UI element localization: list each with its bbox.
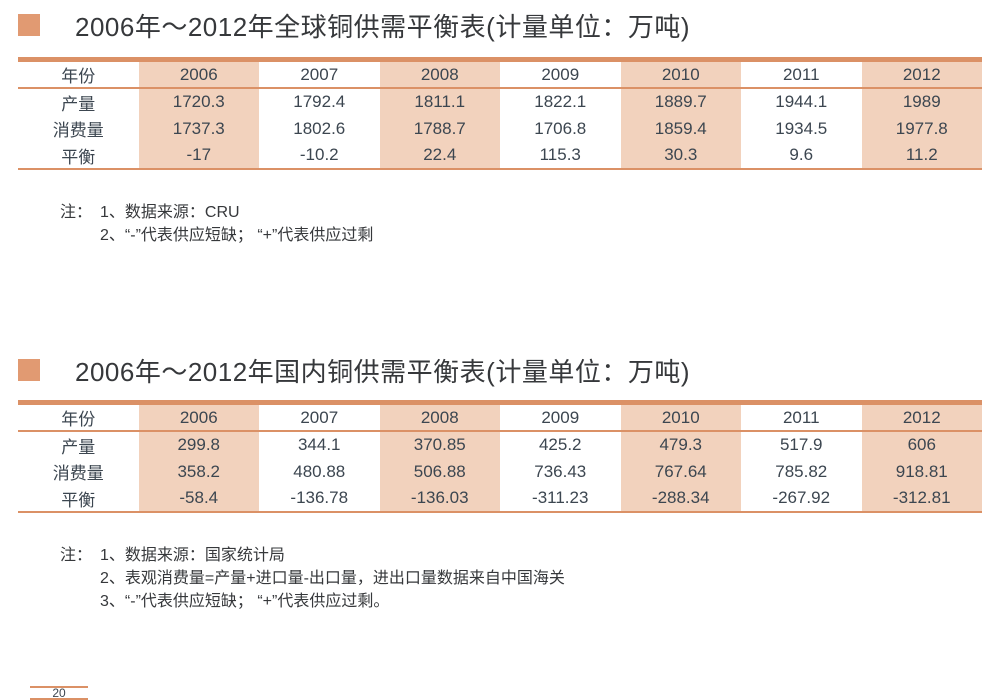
value-cell: -288.34 <box>620 485 741 512</box>
notes-list: 1、数据来源：CRU 2、“-”代表供应短缺； “+”代表供应过剩 <box>100 201 373 247</box>
note-line: 2、“-”代表供应短缺； “+”代表供应过剩 <box>100 227 374 244</box>
value-cell: 115.3 <box>539 145 581 164</box>
note-line: 3、“-”代表供应短缺； “+”代表供应过剩。 <box>100 593 390 610</box>
value-cell: 736.43 <box>534 461 587 481</box>
note-line: 1、数据来源：国家统计局 <box>100 547 285 564</box>
year-header: 2009 <box>500 59 621 89</box>
fragment-text: 20 <box>52 686 66 700</box>
year-header: 2010 <box>620 59 741 89</box>
value-cell: 344.1 <box>297 435 341 454</box>
domestic-table-notes: 注： 1、数据来源：国家统计局 2、表观消费量=产量+进口量-出口量，进出口量数据… <box>60 544 565 613</box>
value-cell: 785.82 <box>775 461 828 481</box>
year-header: 2011 <box>741 59 862 89</box>
value-cell: -136.03 <box>379 485 500 512</box>
row-label: 消费量 <box>52 121 104 140</box>
table-header-row: 年份 2006 2007 2008 2009 2010 2011 2012 <box>18 402 982 432</box>
year-header: 2012 <box>861 59 982 89</box>
value-cell: 1977.8 <box>861 115 982 142</box>
value-cell: 1944.1 <box>775 92 828 111</box>
global-copper-balance-table: 年份 2006 2007 2008 2009 2010 2011 2012 产量 1720.3 1… <box>18 57 982 170</box>
value-cell: 1720.3 <box>138 88 259 115</box>
global-table-title-row: 2006年～2012年全球铜供需平衡表(计量单位：万吨) <box>18 6 690 44</box>
table-header: 年份 2006 2007 2008 2009 2010 2011 2012 <box>18 59 982 89</box>
year-header: 2007 <box>259 402 380 432</box>
value-cell: 1811.1 <box>379 88 500 115</box>
global-table-title: 2006年～2012年全球铜供需平衡表(计量单位：万吨) <box>75 11 690 42</box>
year-header: 2007 <box>259 59 380 89</box>
table-header-row: 年份 2006 2007 2008 2009 2010 2011 2012 <box>18 59 982 89</box>
table-row: 消费量 358.2 480.88 506.88 736.43 767.64 785.82 91… <box>18 458 982 485</box>
value-cell: 22.4 <box>379 142 500 169</box>
value-cell: -17 <box>138 142 259 169</box>
row-label: 平衡 <box>61 490 96 510</box>
value-cell: 1792.4 <box>293 92 346 111</box>
row-label: 平衡 <box>61 147 96 167</box>
value-cell: 425.2 <box>538 435 582 454</box>
value-cell: -58.4 <box>138 485 259 512</box>
value-cell: -312.81 <box>861 485 982 512</box>
value-cell: 30.3 <box>620 142 741 169</box>
note-line: 2、表观消费量=产量+进口量-出口量，进出口量数据来自中国海关 <box>100 570 565 587</box>
value-cell: 1989 <box>861 88 982 115</box>
domestic-table-title: 2006年～2012年国内铜供需平衡表(计量单位：万吨) <box>75 356 690 387</box>
table-row: 平衡 -17 -10.2 22.4 115.3 30.3 9.6 11.2 <box>18 142 982 169</box>
table-row: 产量 299.8 344.1 370.85 425.2 479.3 517.9 606 <box>18 431 982 458</box>
year-header: 2012 <box>861 402 982 432</box>
row-label-header: 年份 <box>18 402 139 432</box>
title-bullet-icon <box>18 14 40 36</box>
value-cell: 1737.3 <box>138 115 259 142</box>
table-row: 平衡 -58.4 -136.78 -136.03 -311.23 -288.34 -267.… <box>18 485 982 512</box>
title-bullet-icon <box>18 359 40 381</box>
year-header: 2006 <box>138 59 259 89</box>
value-cell: -10.2 <box>299 145 339 164</box>
year-header: 2011 <box>741 402 862 432</box>
domestic-table-title-row: 2006年～2012年国内铜供需平衡表(计量单位：万吨) <box>18 351 690 389</box>
value-cell: 1788.7 <box>379 115 500 142</box>
table-body: 产量 299.8 344.1 370.85 425.2 479.3 517.9 606 消费量 3… <box>18 431 982 512</box>
year-header: 2008 <box>379 402 500 432</box>
year-header: 2006 <box>138 402 259 432</box>
notes-prefix: 注： <box>60 204 93 221</box>
notes-prefix: 注： <box>60 547 93 564</box>
table-row: 消费量 1737.3 1802.6 1788.7 1706.8 1859.4 1934.5 1… <box>18 115 982 142</box>
value-cell: 299.8 <box>138 431 259 458</box>
table-header: 年份 2006 2007 2008 2009 2010 2011 2012 <box>18 402 982 432</box>
row-label-header: 年份 <box>18 59 139 89</box>
year-header: 2010 <box>620 402 741 432</box>
value-cell: 1889.7 <box>620 88 741 115</box>
value-cell: 480.88 <box>293 461 346 481</box>
global-table-notes: 注： 1、数据来源：CRU 2、“-”代表供应短缺； “+”代表供应过剩 <box>60 201 373 247</box>
note-line: 1、数据来源：CRU <box>100 204 240 221</box>
next-page-table-fragment: 20 <box>30 686 88 700</box>
table-row: 产量 1720.3 1792.4 1811.1 1822.1 1889.7 1944.1 19… <box>18 88 982 115</box>
value-cell: 506.88 <box>379 458 500 485</box>
value-cell: 370.85 <box>379 431 500 458</box>
table-body: 产量 1720.3 1792.4 1811.1 1822.1 1889.7 1944.1 19… <box>18 88 982 169</box>
value-cell: -311.23 <box>532 488 589 507</box>
domestic-copper-balance-table: 年份 2006 2007 2008 2009 2010 2011 2012 产量 299.8 34… <box>18 400 982 513</box>
value-cell: 1822.1 <box>534 92 587 111</box>
value-cell: 9.6 <box>789 145 814 164</box>
row-label: 产量 <box>61 94 96 114</box>
year-header: 2008 <box>379 59 500 89</box>
value-cell: 1802.6 <box>293 118 346 138</box>
value-cell: 479.3 <box>620 431 741 458</box>
year-header: 2009 <box>500 402 621 432</box>
value-cell: 1934.5 <box>775 118 828 138</box>
value-cell: 918.81 <box>861 458 982 485</box>
value-cell: 1859.4 <box>620 115 741 142</box>
value-cell: 517.9 <box>779 435 823 454</box>
value-cell: -136.78 <box>290 488 349 507</box>
value-cell: -267.92 <box>772 488 831 507</box>
value-cell: 358.2 <box>138 458 259 485</box>
value-cell: 606 <box>861 431 982 458</box>
notes-list: 1、数据来源：国家统计局 2、表观消费量=产量+进口量-出口量，进出口量数据来自中… <box>100 544 565 613</box>
row-label: 消费量 <box>52 464 104 483</box>
value-cell: 1706.8 <box>534 118 587 138</box>
row-label: 产量 <box>61 437 96 457</box>
value-cell: 767.64 <box>620 458 741 485</box>
value-cell: 11.2 <box>861 142 982 169</box>
